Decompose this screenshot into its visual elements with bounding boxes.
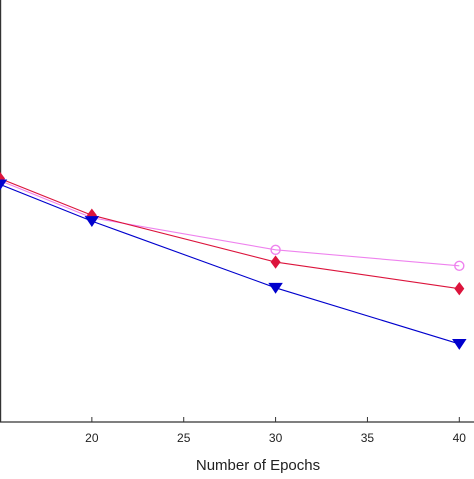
series-line: [0, 177, 460, 290]
x-tick-label: 25: [177, 431, 191, 445]
series-1: [0, 175, 465, 272]
data-point-triangle: [452, 338, 467, 350]
data-point-diamond: [270, 255, 281, 269]
data-point-triangle: [84, 216, 100, 228]
plot-area: [0, 0, 474, 423]
series-line: [0, 180, 460, 267]
series-layer: [0, 171, 467, 350]
data-point-triangle: [268, 282, 283, 294]
x-tick-label: 35: [361, 431, 375, 445]
series-3: [0, 179, 467, 350]
data-point-triangle: [0, 179, 8, 191]
series-line: [0, 183, 460, 345]
data-point-circle: [270, 244, 281, 256]
data-point-diamond: [454, 281, 465, 296]
x-axis-label: Number of Epochs: [196, 457, 320, 474]
data-point-circle: [454, 260, 465, 272]
x-axis: 20 25 30 35 40: [85, 417, 466, 445]
series-2: [0, 171, 465, 296]
x-tick-label: 40: [453, 431, 467, 445]
x-tick-label: 20: [85, 431, 99, 445]
x-tick-label: 30: [269, 431, 283, 445]
